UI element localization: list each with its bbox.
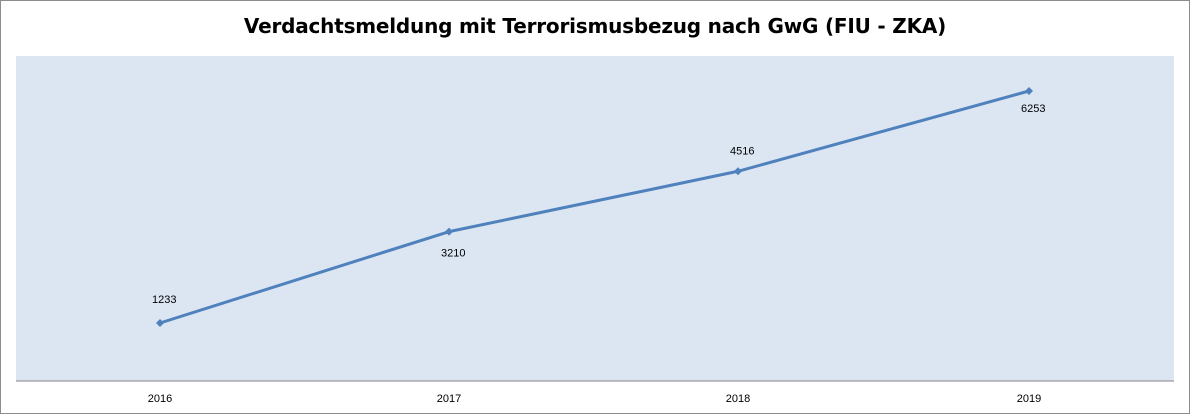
data-label: 6253 <box>1021 103 1045 115</box>
x-tick-label: 2017 <box>437 393 461 405</box>
data-labels: 1233 3210 4516 6253 <box>152 103 1045 306</box>
chart-title: Verdachtsmeldung mit Terrorismusbezug na… <box>243 14 947 38</box>
data-label: 3210 <box>441 248 465 260</box>
plot-area <box>16 56 1174 381</box>
x-axis-ticks: 2016 2017 2018 2019 <box>148 393 1041 405</box>
data-label: 4516 <box>730 145 754 157</box>
data-point-marker <box>1025 87 1033 95</box>
x-tick-label: 2016 <box>148 393 172 405</box>
x-tick-label: 2018 <box>726 393 750 405</box>
x-tick-label: 2019 <box>1017 393 1041 405</box>
data-point-marker <box>734 167 742 176</box>
data-point-marker <box>445 227 453 236</box>
series-line <box>159 89 1030 325</box>
series-layer <box>156 87 1033 327</box>
data-point-marker <box>156 319 164 327</box>
data-label: 1233 <box>152 294 176 306</box>
